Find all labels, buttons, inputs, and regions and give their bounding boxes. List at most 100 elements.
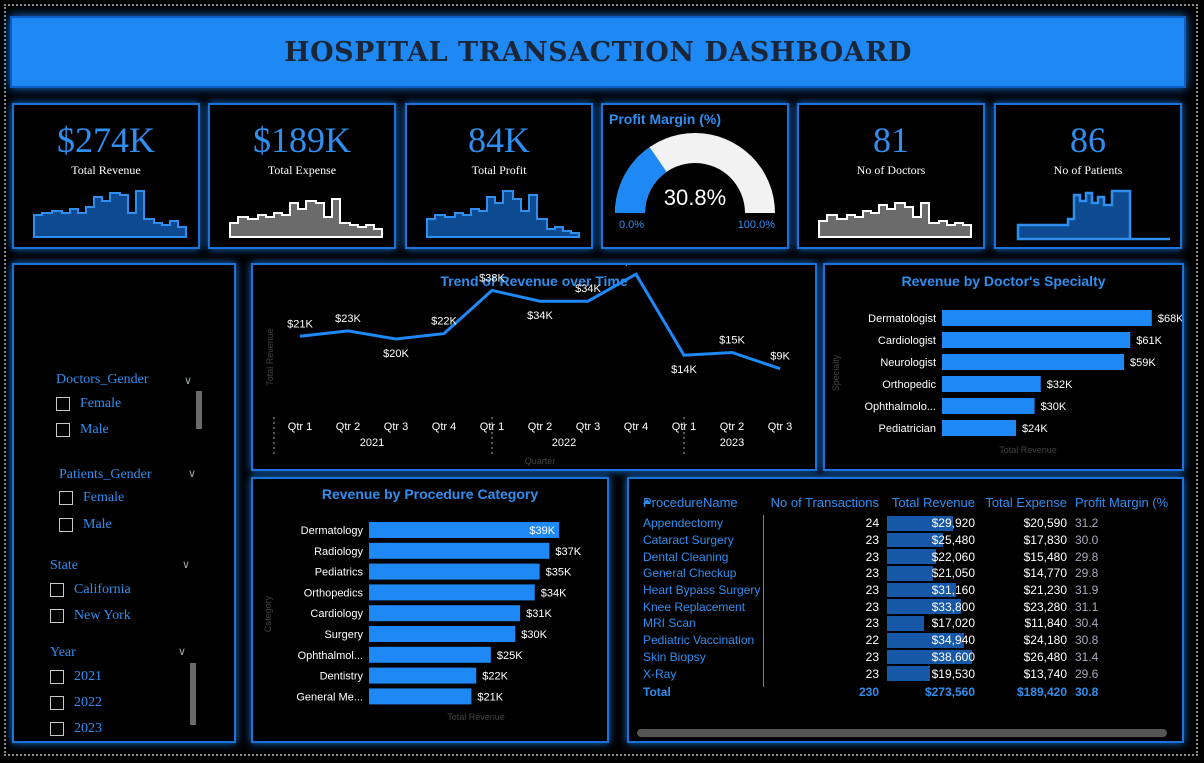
checkbox[interactable] [56,423,70,437]
sparkline-area [33,190,187,238]
kpi-sparkline [229,198,383,238]
checkbox[interactable] [56,397,70,411]
kpi-sparkline [1016,189,1170,241]
slicer-state-title: State [50,558,78,573]
slicer-option-2021[interactable]: 2021 [50,669,102,685]
option-label: Female [83,490,125,505]
chart-revenue-trend[interactable]: Trend of Revenue over Time $21K $23K $20K $… [251,263,817,471]
column-divider [763,515,764,687]
data-label: $44K [623,265,649,268]
kpi-card-total-profit[interactable]: 84K Total Profit [405,103,593,249]
table-row[interactable]: X-Ray 23 $19,530 $13,740 29.6 [639,665,1181,682]
kpi-sparkline [426,190,580,238]
table-row[interactable]: Knee Replacement 23 $33,800 $23,280 31.1 [639,598,1181,615]
slicer-option-patients-female[interactable]: Female [59,490,124,506]
cell-text: $22,060 [931,549,975,564]
category-label: Cardiologist [878,335,936,347]
horizontal-scrollbar[interactable] [637,729,1167,737]
category-label: Pediatrician [879,423,936,435]
total-cell: $273,560 [924,684,975,699]
table-row[interactable]: Pediatric Vaccination 22 $34,940 $24,180 30.… [639,632,1181,649]
table-row[interactable]: General Checkup 23 $21,050 $14,770 29.8 [639,565,1181,582]
slicer-option-2023[interactable]: 2023 [50,721,102,737]
table-row[interactable]: MRI Scan 23 $17,020 $11,840 30.4 [639,615,1181,632]
data-bar [887,566,934,581]
checkbox[interactable] [50,722,64,736]
option-label: 2023 [74,721,102,736]
slicer-option-2022[interactable]: 2022 [50,695,102,711]
chevron-down-icon[interactable]: ∨ [188,468,197,480]
checkbox[interactable] [59,518,73,532]
data-label: $61K [1136,335,1162,347]
category-label: Dermatology [301,525,364,537]
data-bar [887,632,964,648]
checkbox[interactable] [50,609,64,623]
data-label: $22K [482,671,508,683]
slicer-option-doctors-female[interactable]: Female [56,396,121,412]
category-label: Dentistry [320,671,364,683]
sort-ascending-icon [643,499,651,504]
slicer-option-doctors-male[interactable]: Male [56,422,109,438]
gauge-max-label: 100.0% [737,219,775,231]
chart-revenue-by-specialty[interactable]: Revenue by Doctor's Specialty Dermatolog… [823,263,1184,471]
cell-profit-margin: 30.4 [1075,616,1099,631]
gauge-title: Profit Margin (%) [609,111,721,127]
data-label: $39K [529,525,555,537]
table-procedures[interactable]: ProcedureName No of Transactions Total R… [627,477,1184,743]
cell-procedure-name: MRI Scan [643,616,696,631]
kpi-card-no-of-patients[interactable]: 86 No of Patients [994,103,1182,249]
category-label: Dermatologist [868,313,936,325]
checkbox[interactable] [50,670,64,684]
kpi-sparkline [33,190,187,238]
kpi-card-no-of-doctors[interactable]: 81 No of Doctors [797,103,985,249]
column-header-profit-margin[interactable]: Profit Margin (% [1075,494,1169,510]
chevron-down-icon[interactable]: ∨ [184,375,193,387]
slicer-option-california[interactable]: California [50,582,131,598]
checkbox[interactable] [50,583,64,597]
slicer-scrollbar[interactable] [190,663,196,725]
chevron-down-icon[interactable]: ∨ [178,646,187,658]
column-header-total-expense[interactable]: Total Expense [985,494,1067,510]
cell-text: $38,600 [931,649,975,664]
bar [369,688,472,705]
kpi-card-total-revenue[interactable]: $274K Total Revenue [12,103,200,249]
data-label: $68K [1158,313,1182,325]
x-tick-label: Qtr 3 [384,421,408,433]
table-row[interactable]: Skin Biopsy 23 $38,600 $26,480 31.4 [639,649,1181,666]
table-row[interactable]: Dental Cleaning 23 $22,060 $15,480 29.8 [639,548,1181,565]
cell-transactions: 23 [865,549,879,564]
x-group-label: 2021 [360,437,384,449]
column-header-total-revenue[interactable]: Total Revenue [891,494,975,510]
kpi-label: No of Doctors [856,163,926,177]
gauge-card-profit-margin[interactable]: Profit Margin (%) 30.8% 0.0% 100.0% [601,103,789,249]
slicer-scrollbar[interactable] [196,391,202,429]
slicer-panel: Doctors_Gender ∨ Female Male Patients_Ge… [12,263,236,743]
cell-total-revenue: $29,920 [883,515,979,532]
checkbox[interactable] [59,491,73,505]
data-label: $32K [1047,379,1073,391]
cell-total-expense: $14,770 [1023,566,1067,581]
data-label: $37K [555,546,581,558]
column-header-transactions[interactable]: No of Transactions [770,494,879,510]
table-row[interactable]: Appendectomy 24 $29,920 $20,590 31.2 [639,515,1181,532]
cell-profit-margin: 31.1 [1075,599,1099,614]
cell-profit-margin: 29.6 [1075,666,1099,681]
chart-revenue-by-procedure-category[interactable]: Revenue by Procedure Category Dermatolog… [251,477,609,743]
bar [942,310,1152,326]
cell-procedure-name: Appendectomy [643,516,724,531]
cell-transactions: 23 [865,566,879,581]
chevron-down-icon[interactable]: ∨ [182,559,191,571]
y-axis-title: Category [263,595,273,632]
column-header-procedure-name[interactable]: ProcedureName [643,494,738,510]
kpi-card-total-expense[interactable]: $189K Total Expense [208,103,396,249]
table-row[interactable]: Cataract Surgery 23 $25,480 $17,830 30.0 [639,532,1181,549]
cell-procedure-name: Knee Replacement [643,599,746,614]
cell-total-revenue: $22,060 [883,548,979,565]
x-group-label: 2023 [720,437,744,449]
cell-procedure-name: Pediatric Vaccination [643,633,755,648]
cell-transactions: 22 [865,633,879,648]
slicer-option-patients-male[interactable]: Male [59,517,112,533]
slicer-option-new-york[interactable]: New York [50,608,131,624]
checkbox[interactable] [50,696,64,710]
table-row[interactable]: Heart Bypass Surgery 23 $31,160 $21,230 31.9 [639,582,1181,599]
